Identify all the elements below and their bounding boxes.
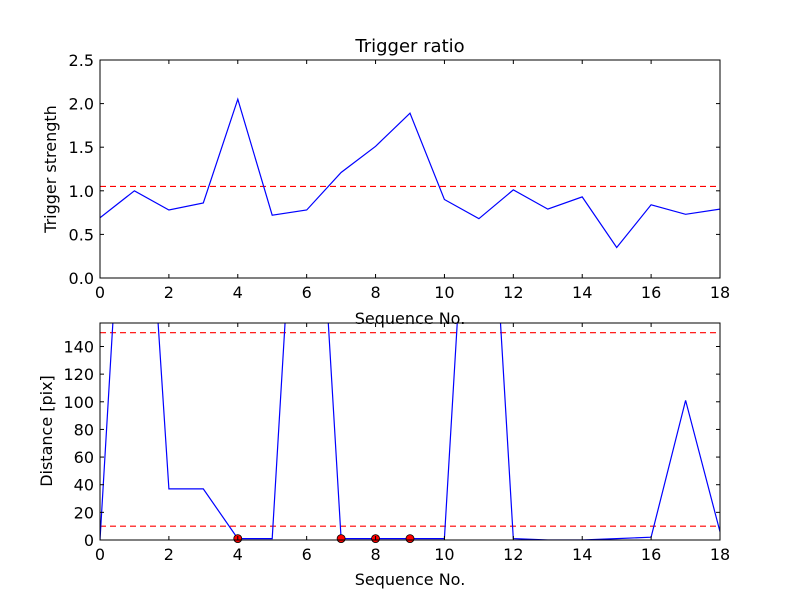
x-tick-label: 18	[710, 545, 730, 564]
x-tick-label: 6	[302, 283, 312, 302]
y-axis-label: Distance [pix]	[37, 375, 56, 487]
y-tick-label: 2.5	[69, 51, 94, 70]
x-tick-label: 2	[164, 283, 174, 302]
chart-title: Trigger ratio	[354, 36, 464, 57]
y-axis-label: Trigger strength	[41, 105, 60, 234]
y-tick-label: 60	[74, 448, 94, 467]
x-tick-label: 0	[95, 283, 105, 302]
y-tick-label: 2.0	[69, 95, 94, 114]
x-tick-label: 10	[434, 283, 454, 302]
x-axis-label: Sequence No.	[355, 309, 466, 328]
x-tick-label: 8	[370, 283, 380, 302]
y-tick-label: 0.5	[69, 225, 94, 244]
x-tick-label: 14	[572, 545, 592, 564]
x-tick-label: 16	[641, 283, 661, 302]
x-tick-label: 10	[434, 545, 454, 564]
y-tick-label: 120	[63, 365, 94, 384]
plot-area-frame	[99, 59, 721, 279]
trigger-marker	[336, 534, 346, 544]
x-tick-label: 4	[233, 545, 243, 564]
x-tick-label: 18	[710, 283, 730, 302]
series-line	[100, 97, 720, 249]
x-tick-label: 2	[164, 545, 174, 564]
x-tick-label: 16	[641, 545, 661, 564]
y-tick-label: 1.5	[69, 138, 94, 157]
x-tick-label: 4	[233, 283, 243, 302]
y-tick-label: 140	[63, 337, 94, 356]
distance-panel: 0 2 4 6 8 10 12 14 16 18 0 20 40 60 80 100 120 140 Sequen…	[37, 322, 730, 589]
trigger-marker	[405, 534, 415, 544]
trigger-ratio-panel: 0 2 4 6 8 10 12 14 16 18 0.0 0.5 1.0 1.5 2.0 2.5 Trigge…	[41, 36, 730, 328]
x-tick-label: 12	[503, 545, 523, 564]
y-tick-label: 1.0	[69, 182, 94, 201]
y-tick-label: 40	[74, 476, 94, 495]
x-tick-label: 0	[95, 545, 105, 564]
plot-area-frame	[99, 322, 721, 541]
x-tick-label: 14	[572, 283, 592, 302]
x-tick-label: 6	[302, 545, 312, 564]
y-tick-label: 20	[74, 503, 94, 522]
y-tick-label: 80	[74, 420, 94, 439]
y-tick-label: 100	[63, 393, 94, 412]
y-tick-label: 0	[84, 531, 94, 550]
x-tick-label: 12	[503, 283, 523, 302]
y-tick-label: 0.0	[69, 269, 94, 288]
x-tick-label: 8	[370, 545, 380, 564]
x-axis-label: Sequence No.	[355, 570, 466, 589]
